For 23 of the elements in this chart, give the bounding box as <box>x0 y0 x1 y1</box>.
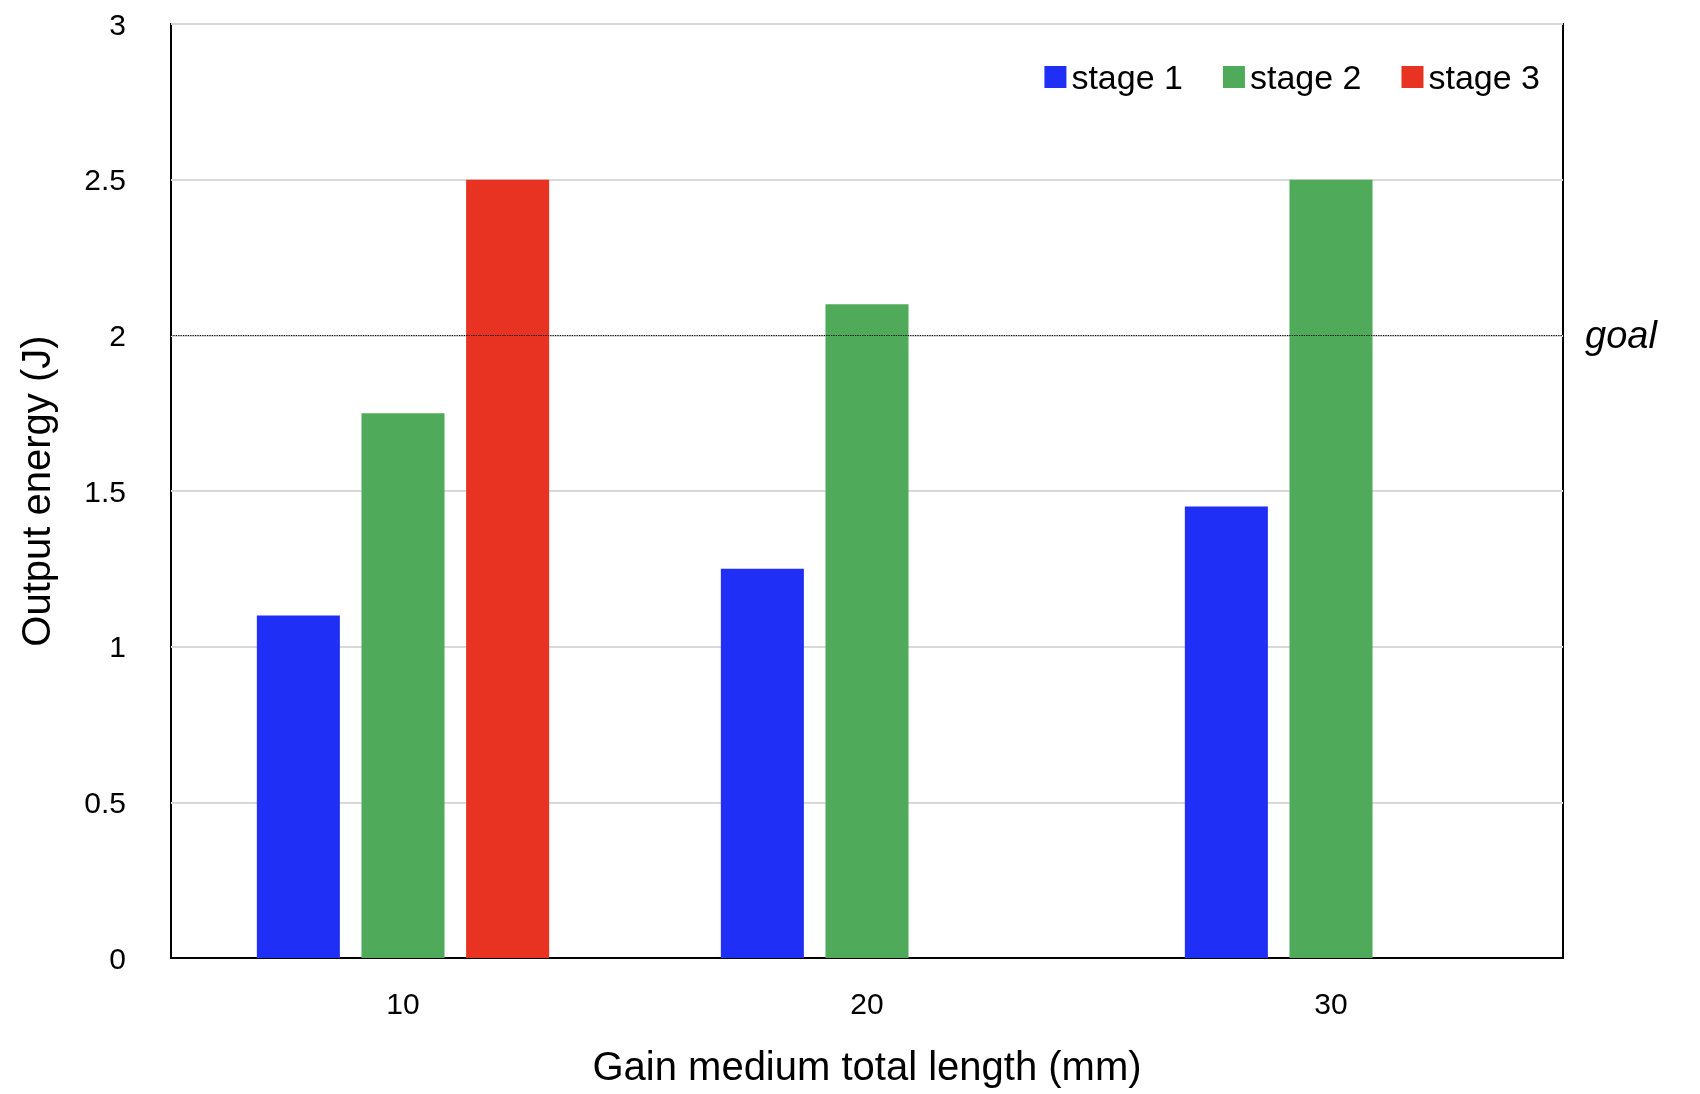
y-axis-title: Output energy (J) <box>14 335 58 647</box>
x-tick-label: 20 <box>850 986 884 1020</box>
bar <box>1184 506 1268 958</box>
x-tick-label: 10 <box>386 986 420 1020</box>
y-tick-label: 2 <box>109 318 126 352</box>
y-tick-label: 1 <box>109 630 126 664</box>
legend-label: stage 2 <box>1249 58 1362 96</box>
ref-line-label: goal <box>1585 314 1659 357</box>
y-tick-label: 2.5 <box>84 163 126 197</box>
bar <box>466 179 550 958</box>
y-tick-label: 0.5 <box>84 785 126 819</box>
bar <box>256 615 340 958</box>
legend-label: stage 1 <box>1071 58 1183 96</box>
bar <box>825 304 909 958</box>
bar <box>1289 179 1373 958</box>
bar <box>361 413 445 958</box>
y-tick-label: 1.5 <box>84 474 126 508</box>
x-axis-title: Gain medium total length (mm) <box>592 1044 1142 1088</box>
y-tick-label: 3 <box>109 7 126 41</box>
bar <box>720 568 804 958</box>
legend-label: stage 3 <box>1428 58 1540 96</box>
x-tick-label: 30 <box>1314 986 1348 1020</box>
y-tick-label: 0 <box>109 941 126 975</box>
